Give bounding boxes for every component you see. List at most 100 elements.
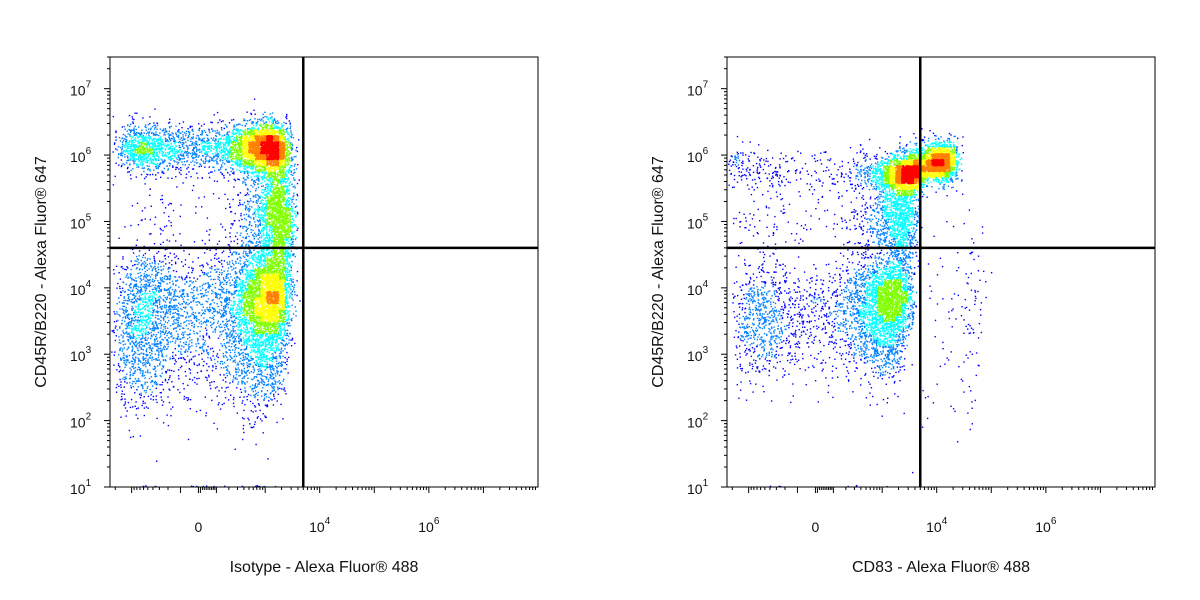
event-dot (153, 134, 154, 135)
event-dot (193, 300, 194, 301)
event-dot (185, 135, 186, 136)
event-dot (153, 304, 154, 305)
event-dot (256, 200, 257, 201)
event-dot (285, 117, 286, 118)
event-dot (290, 126, 291, 127)
event-dot (144, 358, 145, 359)
event-dot (242, 237, 243, 238)
event-dot (123, 355, 124, 356)
event-dot (195, 146, 196, 147)
event-dot (120, 387, 121, 388)
event-dot (198, 354, 199, 355)
event-dot (214, 279, 215, 280)
event-dot (132, 265, 133, 266)
event-dot (125, 403, 126, 404)
event-dot (173, 294, 174, 295)
event-dot (247, 229, 248, 230)
event-dot (120, 358, 121, 359)
event-dot (129, 382, 130, 383)
event-dot (223, 308, 224, 309)
event-dot (149, 352, 150, 353)
event-dot (205, 151, 206, 152)
event-dot (174, 155, 175, 156)
event-dot (248, 359, 249, 360)
event-dot (150, 188, 151, 189)
event-dot (232, 349, 233, 350)
event-dot (202, 240, 203, 241)
event-dot (224, 280, 225, 281)
event-dot (226, 333, 227, 334)
event-dot (229, 311, 230, 312)
event-dot (240, 166, 241, 167)
event-dot (231, 335, 232, 336)
event-dot (206, 143, 207, 144)
event-dot (280, 127, 281, 128)
event-dot (168, 256, 169, 257)
event-dot (121, 266, 122, 267)
event-dot (200, 371, 201, 372)
event-dot (288, 325, 289, 326)
event-dot (233, 399, 234, 400)
event-dot (257, 353, 258, 354)
event-dot (194, 165, 195, 166)
event-dot (178, 314, 179, 315)
event-dot (197, 338, 198, 339)
event-dot (278, 350, 279, 351)
event-dot (193, 296, 194, 297)
event-dot (180, 167, 181, 168)
event-dot (228, 273, 229, 274)
event-dot (160, 136, 161, 137)
event-dot (149, 286, 150, 287)
event-dot (240, 233, 241, 234)
event-dot (201, 206, 202, 207)
event-dot (174, 138, 175, 139)
event-dot (246, 374, 247, 375)
event-dot (154, 266, 155, 267)
event-dot (252, 263, 253, 264)
event-dot (165, 141, 166, 142)
event-dot (252, 214, 253, 215)
event-dot (286, 352, 287, 353)
event-dot (130, 437, 131, 438)
event-dot (119, 308, 120, 309)
event-dot (291, 305, 292, 306)
event-dot (201, 315, 202, 316)
event-dot (187, 351, 188, 352)
event-dot (133, 293, 134, 294)
event-dot (291, 174, 292, 175)
event-dot (297, 228, 298, 229)
event-dot (158, 348, 159, 349)
event-dot (201, 143, 202, 144)
event-dot (130, 371, 131, 372)
event-dot (234, 326, 235, 327)
event-dot (131, 320, 132, 321)
event-dot (152, 174, 153, 175)
event-dot (189, 337, 190, 338)
event-dot (177, 309, 178, 310)
event-dot (188, 131, 189, 132)
event-dot (296, 295, 297, 296)
event-dot (272, 120, 273, 121)
event-dot (256, 376, 257, 377)
event-dot (240, 263, 241, 264)
event-dot (237, 276, 238, 277)
event-dot (248, 260, 249, 261)
event-dot (292, 244, 293, 245)
event-dot (243, 256, 244, 257)
event-dot (114, 321, 115, 322)
event-dot (175, 340, 176, 341)
event-dot (238, 348, 239, 349)
event-dot (214, 381, 215, 382)
event-dot (208, 129, 209, 130)
event-dot (248, 356, 249, 357)
event-dot (172, 341, 173, 342)
event-dot (288, 183, 289, 184)
event-dot (254, 261, 255, 262)
event-dot (149, 258, 150, 259)
event-dot (210, 322, 211, 323)
event-dot (176, 186, 177, 187)
event-dot (175, 342, 176, 343)
event-dot (261, 240, 262, 241)
event-dot (151, 314, 152, 315)
event-dot (187, 154, 188, 155)
